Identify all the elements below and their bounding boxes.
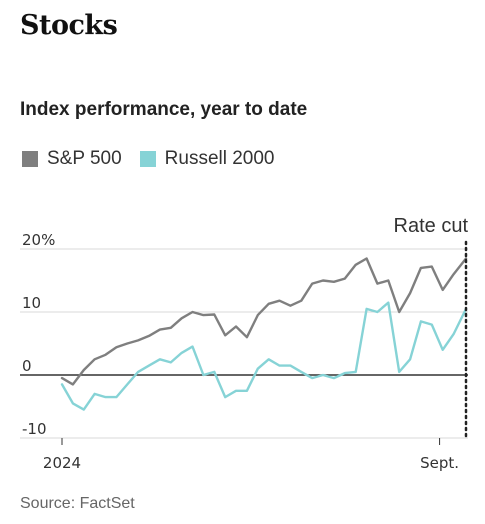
legend-label-russell: Russell 2000 bbox=[164, 148, 275, 169]
legend-item-sp500[interactable]: S&P 500 bbox=[22, 148, 122, 170]
chart-subtitle: Index performance, year to date bbox=[20, 99, 308, 120]
legend-swatch-russell bbox=[139, 151, 156, 167]
y-tick-label: 10 bbox=[22, 294, 41, 312]
legend-label-sp500: S&P 500 bbox=[47, 148, 122, 169]
y-tick-label: 20% bbox=[22, 231, 55, 249]
source-note: Source: FactSet bbox=[20, 495, 135, 512]
series-line-russell bbox=[60, 301, 468, 411]
series-line-sp500 bbox=[60, 257, 468, 386]
y-tick-label: -10 bbox=[22, 420, 47, 438]
page-title: Stocks bbox=[20, 10, 118, 41]
x-tick-label: 2024 bbox=[43, 454, 81, 472]
rate-cut-label: Rate cut bbox=[394, 215, 469, 237]
y-tick-label: 0 bbox=[22, 357, 32, 375]
chart-legend: S&P 500 Russell 2000 bbox=[22, 148, 293, 170]
legend-item-russell[interactable]: Russell 2000 bbox=[139, 148, 275, 170]
x-tick-label: Sept. bbox=[420, 454, 459, 472]
legend-swatch-sp500 bbox=[22, 151, 38, 167]
